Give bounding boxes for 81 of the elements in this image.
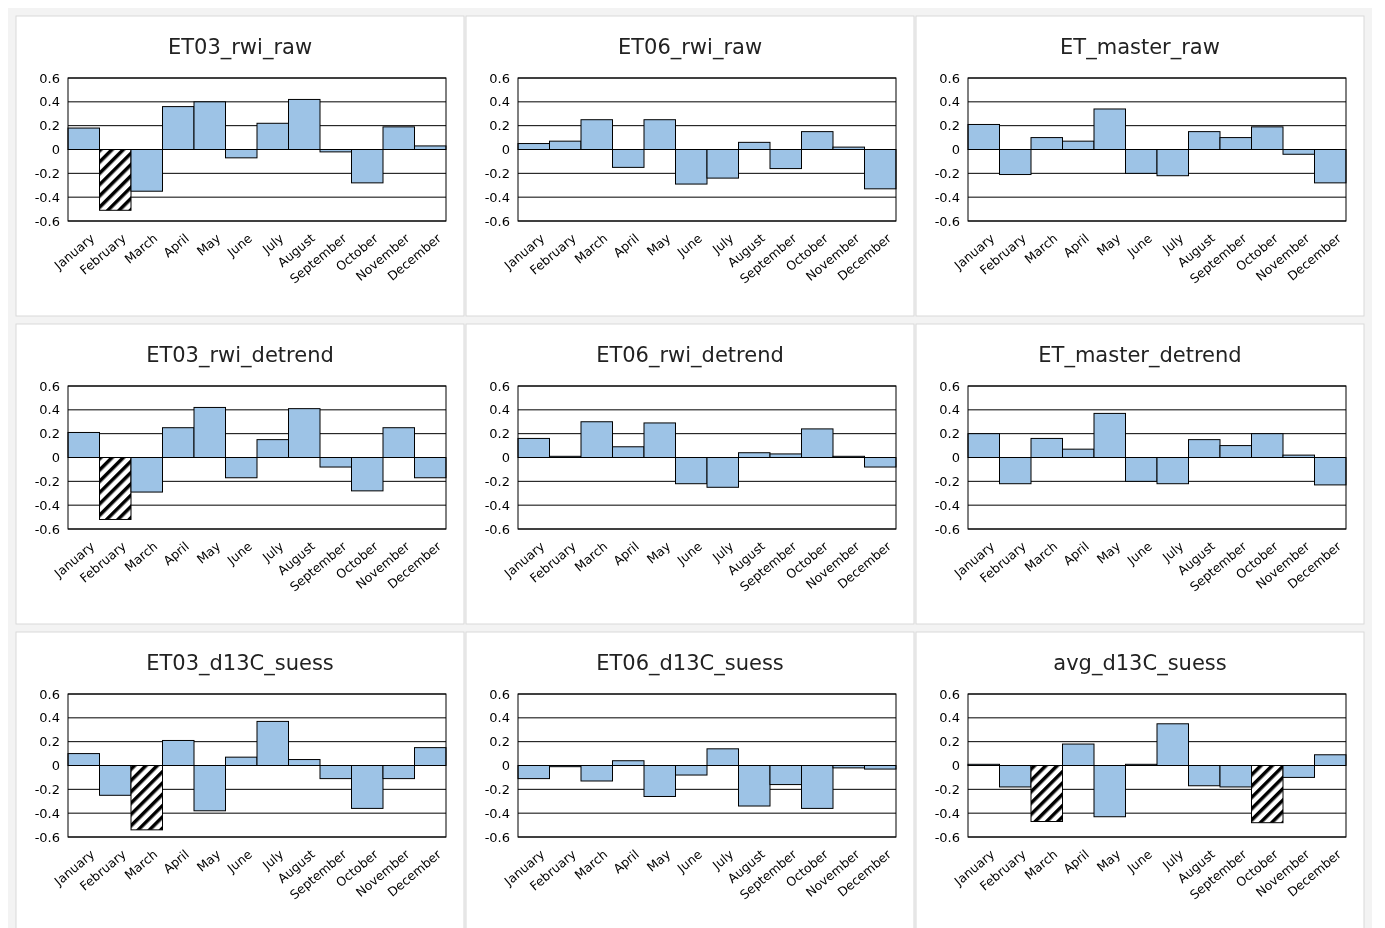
x-tick-label: May	[1093, 230, 1124, 259]
y-tick-label: -0.6	[934, 829, 960, 845]
x-tick-label: May	[643, 538, 674, 567]
y-tick-label: 0.6	[939, 70, 960, 86]
y-tick-label: 0.2	[489, 734, 510, 750]
y-tick-label: 0.4	[489, 94, 510, 110]
y-tick-label: 0.6	[489, 686, 510, 702]
chart-title: ET06_rwi_raw	[617, 35, 763, 60]
y-tick-label: 0	[501, 450, 510, 466]
y-tick-label: -0.6	[34, 213, 60, 229]
chart-title: ET_master_raw	[1060, 35, 1220, 60]
x-tick-label: May	[193, 230, 224, 259]
chart-title: ET06_rwi_detrend	[596, 343, 784, 368]
y-tick-label: 0	[51, 758, 60, 774]
y-tick-label: 0	[951, 450, 960, 466]
y-tick-label: 0.4	[939, 710, 960, 726]
y-tick-label: 0.2	[39, 734, 60, 750]
y-tick-label: -0.6	[484, 521, 510, 537]
y-tick-label: 0.6	[39, 70, 60, 86]
y-tick-label: -0.4	[34, 805, 60, 821]
y-tick-label: 0.6	[939, 686, 960, 702]
y-tick-label: 0.4	[939, 94, 960, 110]
y-tick-label: -0.6	[484, 213, 510, 229]
y-tick-label: -0.4	[34, 497, 60, 513]
y-tick-label: -0.6	[484, 829, 510, 845]
y-tick-label: -0.4	[934, 497, 960, 513]
y-tick-label: -0.4	[934, 805, 960, 821]
y-tick-label: -0.2	[34, 165, 60, 181]
y-tick-label: -0.6	[934, 521, 960, 537]
y-tick-label: -0.4	[484, 805, 510, 821]
x-tick-label: May	[643, 846, 674, 875]
y-tick-label: -0.2	[34, 473, 60, 489]
y-tick-label: 0.4	[39, 710, 60, 726]
y-tick-label: -0.2	[934, 473, 960, 489]
y-tick-label: -0.4	[934, 189, 960, 205]
y-tick-label: 0.4	[489, 402, 510, 418]
y-tick-label: -0.2	[934, 781, 960, 797]
y-tick-label: 0.6	[489, 70, 510, 86]
y-tick-label: -0.6	[34, 829, 60, 845]
chart-title: ET06_d13C_suess	[596, 651, 784, 676]
y-tick-label: -0.2	[484, 473, 510, 489]
y-tick-label: 0.6	[39, 686, 60, 702]
y-tick-label: 0.2	[939, 734, 960, 750]
x-tick-label: May	[643, 230, 674, 259]
y-tick-label: 0.6	[939, 378, 960, 394]
y-tick-label: 0.4	[489, 710, 510, 726]
x-tick-label: May	[1093, 538, 1124, 567]
y-tick-label: 0	[501, 142, 510, 158]
chart-title: ET03_rwi_detrend	[146, 343, 334, 368]
y-tick-label: 0	[51, 142, 60, 158]
y-tick-label: 0.2	[489, 426, 510, 442]
y-tick-label: 0.4	[939, 402, 960, 418]
y-tick-label: -0.6	[34, 521, 60, 537]
x-tick-label: May	[1093, 846, 1124, 875]
y-tick-label: -0.2	[484, 165, 510, 181]
y-tick-label: 0.2	[39, 426, 60, 442]
y-tick-label: -0.2	[34, 781, 60, 797]
y-tick-label: -0.4	[34, 189, 60, 205]
x-tick-label: May	[193, 538, 224, 567]
y-tick-label: 0	[501, 758, 510, 774]
y-tick-label: 0.2	[939, 426, 960, 442]
chart-title: ET03_rwi_raw	[167, 35, 313, 60]
y-tick-label: -0.6	[934, 213, 960, 229]
chart-title: avg_d13C_suess	[1053, 651, 1227, 676]
chart-title: ET_master_detrend	[1038, 343, 1242, 368]
y-tick-label: 0.2	[939, 118, 960, 134]
y-tick-label: -0.4	[484, 189, 510, 205]
x-tick-label: May	[193, 846, 224, 875]
y-tick-label: 0.6	[39, 378, 60, 394]
y-tick-label: 0	[951, 142, 960, 158]
chart-title: ET03_d13C_suess	[146, 651, 334, 676]
y-tick-label: 0.4	[39, 94, 60, 110]
y-tick-label: 0	[51, 450, 60, 466]
y-tick-label: 0	[951, 758, 960, 774]
y-tick-label: 0.2	[489, 118, 510, 134]
y-tick-label: 0.2	[39, 118, 60, 134]
y-tick-label: 0.4	[39, 402, 60, 418]
y-tick-label: -0.2	[934, 165, 960, 181]
y-tick-label: -0.4	[484, 497, 510, 513]
y-tick-label: 0.6	[489, 378, 510, 394]
y-tick-label: -0.2	[484, 781, 510, 797]
